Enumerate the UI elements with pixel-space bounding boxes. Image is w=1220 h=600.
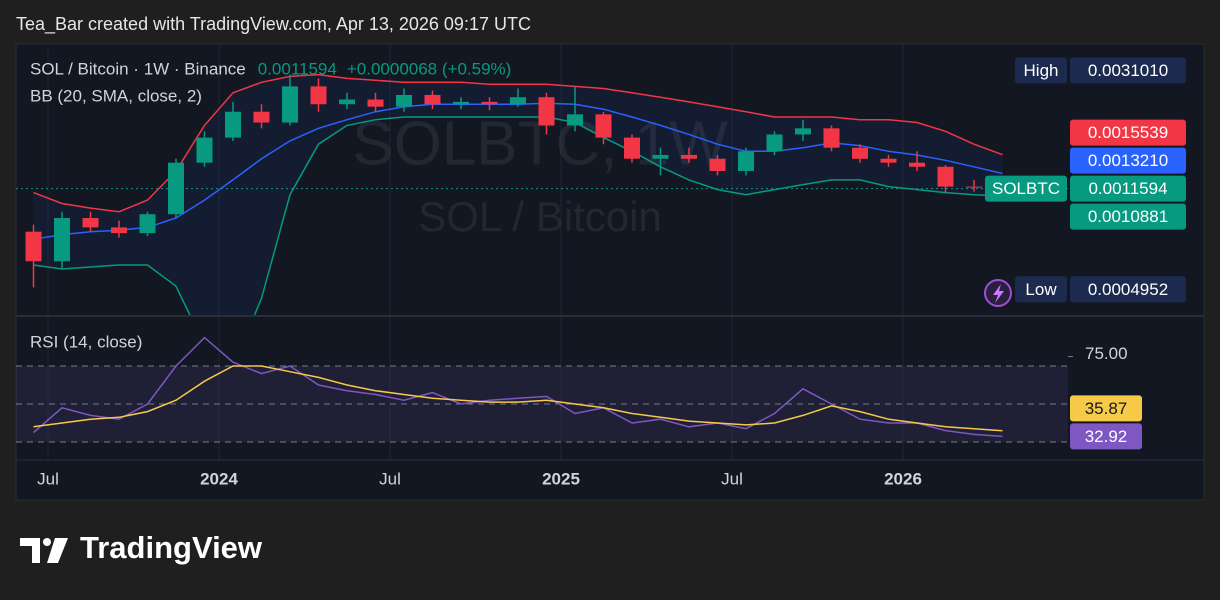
- candle-body: [481, 101, 498, 105]
- labels: SOL / Bitcoin · 1W · Binance 0.0011594 +0.…: [30, 57, 1186, 488]
- symbol-title: SOL / Bitcoin · 1W · Binance: [30, 59, 246, 78]
- price-badge: 0.0013210: [1088, 151, 1168, 170]
- logo-text: TradingView: [80, 530, 263, 565]
- rsi-badge-bg: [1070, 423, 1142, 450]
- indicator-label: BB (20, SMA, close, 2): [30, 86, 202, 105]
- candle-body: [681, 154, 697, 159]
- candle-body: [253, 111, 270, 123]
- symbol-badge-bg: [985, 175, 1067, 202]
- x-tick-label: 2024: [200, 469, 238, 488]
- candle-body: [652, 154, 669, 159]
- price-badge-bg: [1070, 203, 1186, 230]
- candle-body: [966, 186, 982, 188]
- extreme-name-bg: [1015, 276, 1067, 303]
- y-tick-label: 75.00: [1085, 344, 1128, 363]
- logo-shape: [20, 538, 40, 563]
- band-fill: [33, 74, 1003, 315]
- candle-body: [823, 128, 840, 148]
- candle-body: [82, 218, 99, 228]
- candle-body: [139, 214, 156, 234]
- price-badge: 0.0015539: [1088, 123, 1168, 142]
- rsi-badge: 35.87: [1085, 399, 1128, 418]
- candle-body: [453, 101, 469, 105]
- alert-icon-bolt: [993, 284, 1004, 303]
- logo-shape: [47, 538, 68, 563]
- extreme-value-bg: [1070, 57, 1186, 84]
- extreme-name: High: [1024, 61, 1059, 80]
- x-tick-label: Jul: [37, 469, 59, 488]
- rsi-badge: 32.92: [1085, 427, 1128, 446]
- symbol-badge: SOLBTC: [992, 179, 1060, 198]
- rsi-line: [33, 365, 1003, 432]
- candle-body: [510, 97, 526, 105]
- candle-body: [709, 158, 726, 171]
- candle-body: [567, 114, 583, 126]
- candle-body: [595, 114, 612, 138]
- x-tick-label: 2025: [542, 469, 580, 488]
- extreme-value-bg: [1070, 276, 1186, 303]
- price-badge-bg: [1070, 119, 1186, 146]
- candle-body: [424, 94, 441, 105]
- rsi-band: [16, 366, 1068, 442]
- candle-body: [310, 86, 327, 105]
- logo-shape: [43, 538, 51, 546]
- extreme-name: Low: [1025, 280, 1057, 299]
- candle-body: [396, 94, 412, 107]
- price-pane: [16, 73, 1068, 315]
- x-tick-label: Jul: [379, 469, 401, 488]
- rsi-badge-bg: [1070, 395, 1142, 422]
- candle-body: [196, 137, 213, 163]
- logo-icon: [20, 538, 68, 563]
- candle-body: [54, 218, 70, 262]
- candle-body: [766, 134, 783, 152]
- candle-body: [738, 151, 754, 171]
- watermark-text: SOL / Bitcoin: [418, 193, 662, 240]
- candle-body: [880, 158, 897, 163]
- candle-body: [25, 231, 42, 262]
- pane-title: RSI (14, close): [30, 332, 142, 351]
- x-tick-label: Jul: [721, 469, 743, 488]
- bb-line: [33, 116, 1003, 315]
- bb-line: [33, 73, 1003, 213]
- candle-body: [111, 227, 127, 234]
- candle-body: [538, 97, 555, 126]
- candle-body: [367, 99, 384, 107]
- candle-body: [339, 99, 355, 105]
- last-price: 0.0011594: [258, 59, 337, 78]
- extreme-name-bg: [1015, 57, 1067, 84]
- grid: [47, 45, 904, 460]
- price-badge-bg: [1070, 147, 1186, 174]
- price-badge-bg: [1070, 175, 1186, 202]
- candle-body: [795, 128, 811, 135]
- candle-body: [282, 86, 298, 123]
- price-change: +0.0000068 (+0.59%): [347, 59, 511, 78]
- x-tick-label: 2026: [884, 469, 922, 488]
- rsi-pane: [16, 336, 1068, 443]
- candle-body: [909, 162, 925, 167]
- price-badge: 0.0011594: [1088, 179, 1167, 198]
- extreme-value: 0.0031010: [1088, 61, 1168, 80]
- rsi-line: [33, 336, 1003, 438]
- attribution: Tea_Bar created with TradingView.com, Ap…: [16, 14, 531, 35]
- extreme-value: 0.0004952: [1088, 280, 1168, 299]
- price-badge: 0.0010881: [1088, 207, 1168, 226]
- candle-body: [852, 147, 868, 159]
- candle-body: [624, 137, 640, 159]
- candle-body: [225, 111, 241, 138]
- candle-body: [937, 166, 954, 187]
